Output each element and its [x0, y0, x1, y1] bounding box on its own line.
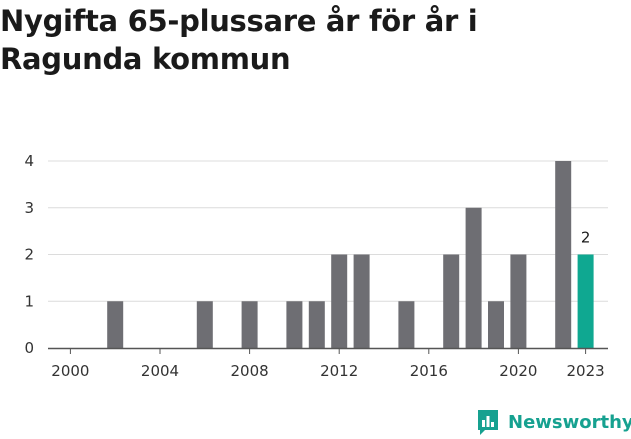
bar-highlight — [577, 254, 594, 348]
x-tick-label: 2012 — [320, 362, 358, 380]
x-tick-label: 2004 — [141, 362, 179, 380]
newsworthy-logo: Newsworthy — [476, 405, 631, 439]
x-tick-label: 2000 — [51, 362, 89, 380]
bar — [107, 301, 124, 348]
data-labels: 2 — [581, 229, 591, 247]
brand-name: Newsworthy — [508, 411, 631, 433]
y-tick-labels: 0 1 2 3 4 — [24, 152, 34, 357]
y-tick-label: 2 — [24, 246, 34, 264]
x-tick-label: 2020 — [499, 362, 537, 380]
newsworthy-logo-icon — [478, 410, 498, 435]
x-ticks: 2000 2004 2008 2012 2016 2020 2023 — [51, 348, 605, 380]
bar — [488, 301, 504, 348]
bar — [443, 254, 460, 348]
bar — [398, 301, 415, 348]
bar — [196, 301, 213, 348]
bar — [286, 301, 303, 348]
bars — [107, 161, 594, 348]
bar — [510, 254, 527, 348]
y-tick-label: 3 — [24, 199, 34, 217]
y-tick-label: 1 — [24, 292, 34, 310]
bar — [241, 301, 258, 348]
bar — [353, 254, 370, 348]
y-tick-label: 4 — [24, 152, 34, 170]
bar — [331, 254, 348, 348]
y-tick-label: 0 — [24, 339, 34, 357]
bar — [555, 161, 572, 348]
bar — [465, 207, 482, 348]
x-tick-label: 2016 — [410, 362, 448, 380]
data-label: 2 — [581, 229, 591, 247]
bar — [308, 301, 325, 348]
x-tick-label: 2023 — [567, 362, 605, 380]
bar-chart: 0 1 2 3 4 2000 2004 2008 2012 2016 2020 2023 2 — [24, 152, 608, 380]
x-tick-label: 2008 — [231, 362, 269, 380]
chart-title: Nygifta 65-plussare år för år i Ragunda … — [0, 4, 478, 76]
